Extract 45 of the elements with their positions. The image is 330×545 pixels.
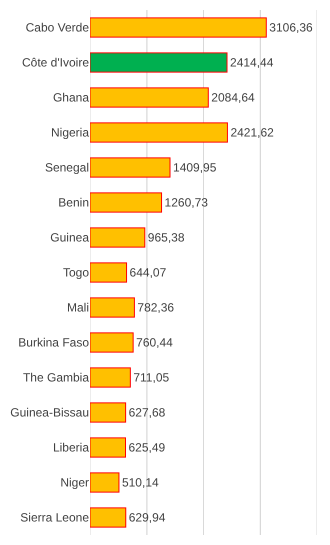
bar: [90, 472, 120, 493]
data-label: 711,05: [133, 370, 170, 385]
bar: [90, 332, 134, 353]
data-label: 2414,44: [230, 56, 274, 70]
y-tick-label: Burkina Faso: [18, 336, 90, 350]
y-tick-label: The Gambia: [22, 370, 90, 385]
data-label: 644,07: [130, 266, 167, 280]
y-tick-label: Niger: [60, 476, 89, 490]
data-label: 1260,73: [164, 196, 208, 210]
y-tick-label: Togo: [62, 266, 90, 280]
bar: [90, 297, 135, 318]
y-tick-label: Cabo Verde: [26, 20, 90, 35]
y-tick-label: Liberia: [52, 440, 90, 455]
bar: [90, 402, 126, 423]
y-tick-label: Guinea: [50, 230, 90, 245]
data-label: 760,44: [136, 336, 174, 350]
bar: [90, 122, 228, 143]
bar: [90, 87, 209, 108]
data-label: 2421,62: [230, 126, 274, 140]
y-tick-label: Benin: [58, 196, 89, 210]
data-label: 629,94: [128, 510, 166, 525]
y-tick-label: Mali: [66, 300, 89, 315]
bar: [90, 157, 171, 178]
y-tick-label: Nigeria: [50, 126, 90, 140]
y-tick-label: Côte d'Ivoire: [22, 56, 90, 70]
bar: [90, 367, 131, 388]
data-label: 965,38: [148, 230, 185, 244]
data-label: 2084,64: [211, 90, 256, 105]
data-label: 3106,36: [269, 20, 313, 35]
data-label: 1409,95: [173, 160, 217, 175]
bar: [90, 192, 162, 213]
y-tick-label: Senegal: [44, 160, 89, 175]
data-label: 627,68: [128, 406, 166, 420]
bar: [90, 507, 126, 528]
bar: [90, 17, 267, 38]
data-label: 510,14: [122, 476, 159, 490]
y-tick-label: Ghana: [52, 90, 90, 105]
bar: [90, 262, 128, 283]
data-label: 782,36: [137, 300, 174, 315]
bar: [90, 227, 146, 248]
y-tick-label: Sierra Leone: [20, 510, 90, 525]
bar: [90, 52, 228, 73]
data-label: 625,49: [128, 440, 166, 455]
bar: [90, 437, 126, 458]
y-tick-label: Guinea-Bissau: [10, 406, 89, 420]
